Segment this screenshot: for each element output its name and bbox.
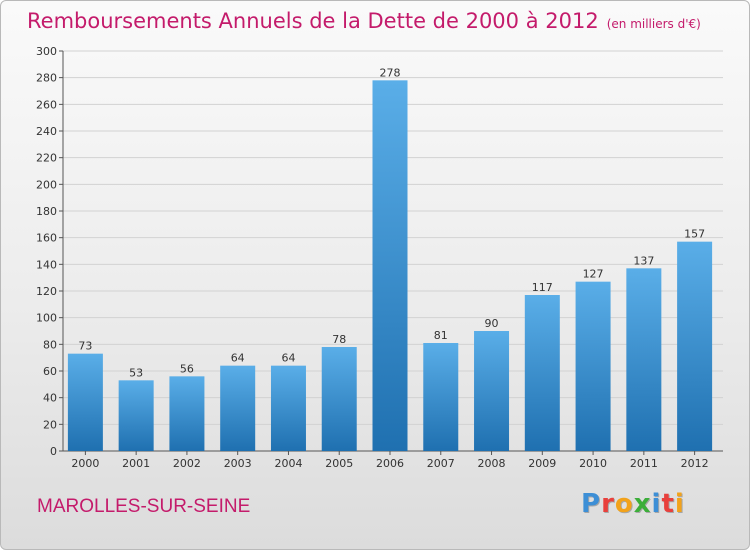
bar bbox=[575, 281, 611, 451]
y-tick-label: 160 bbox=[36, 232, 57, 245]
bar bbox=[169, 376, 205, 451]
bar bbox=[321, 347, 357, 451]
unit-note: (en milliers d'€) bbox=[606, 17, 701, 31]
data-label: 157 bbox=[684, 228, 705, 241]
x-tick-label: 2007 bbox=[427, 457, 455, 470]
data-label: 117 bbox=[532, 281, 553, 294]
data-label: 78 bbox=[332, 333, 346, 346]
x-tick-label: 2008 bbox=[478, 457, 506, 470]
x-tick-label: 2000 bbox=[71, 457, 99, 470]
chart-title: Remboursements Annuels de la Dette de 20… bbox=[27, 9, 701, 33]
data-label: 137 bbox=[633, 254, 654, 267]
bar bbox=[220, 365, 256, 451]
logo-letter: x bbox=[633, 489, 652, 519]
x-tick-label: 2006 bbox=[376, 457, 404, 470]
y-tick-label: 240 bbox=[36, 125, 57, 138]
x-tick-label: 2011 bbox=[630, 457, 658, 470]
y-tick-label: 100 bbox=[36, 312, 57, 325]
y-tick-label: 0 bbox=[50, 445, 57, 458]
x-tick-label: 2012 bbox=[681, 457, 709, 470]
logo-letter: o bbox=[614, 489, 634, 519]
y-tick-label: 80 bbox=[43, 338, 57, 351]
x-tick-label: 2009 bbox=[528, 457, 556, 470]
x-tick-label: 2004 bbox=[274, 457, 302, 470]
y-tick-label: 120 bbox=[36, 285, 57, 298]
logo-letter: r bbox=[601, 489, 615, 519]
proxiti-logo: Proxiti bbox=[581, 489, 685, 519]
commune-name: MAROLLES-SUR-SEINE bbox=[37, 496, 251, 517]
logo-letter: t bbox=[661, 489, 675, 519]
y-tick-label: 60 bbox=[43, 365, 57, 378]
y-tick-label: 140 bbox=[36, 258, 57, 271]
title-text: Remboursements Annuels de la Dette de 20… bbox=[27, 9, 599, 33]
data-label: 73 bbox=[78, 340, 92, 353]
bar bbox=[524, 295, 560, 451]
data-label: 278 bbox=[380, 66, 401, 79]
bar bbox=[474, 331, 510, 451]
axes: 0 20 40 60 80 100 120 140 160 180 200 220 240 260 280 3… bbox=[36, 45, 723, 470]
data-label: 90 bbox=[485, 317, 499, 330]
y-tick-label: 260 bbox=[36, 98, 57, 111]
bar bbox=[67, 353, 103, 451]
bar bbox=[626, 268, 662, 451]
y-tick-label: 280 bbox=[36, 72, 57, 85]
data-label: 64 bbox=[281, 352, 295, 365]
y-tick-label: 300 bbox=[36, 45, 57, 58]
y-tick-label: 220 bbox=[36, 152, 57, 165]
x-tick-label: 2001 bbox=[122, 457, 150, 470]
data-label: 53 bbox=[129, 366, 143, 379]
data-label: 56 bbox=[180, 362, 194, 375]
logo-letter: i bbox=[674, 489, 685, 519]
x-tick-label: 2003 bbox=[224, 457, 252, 470]
data-label: 64 bbox=[231, 352, 245, 365]
y-tick-label: 180 bbox=[36, 205, 57, 218]
y-tick-label: 20 bbox=[43, 418, 57, 431]
data-labels: 73 53 56 64 64 78 278 81 90 117 127 137 157 bbox=[78, 66, 705, 379]
y-tick-label: 200 bbox=[36, 178, 57, 191]
x-tick-label: 2002 bbox=[173, 457, 201, 470]
x-tick-label: 2010 bbox=[579, 457, 607, 470]
bar bbox=[270, 365, 306, 451]
data-label: 127 bbox=[583, 268, 604, 281]
logo-letter: i bbox=[651, 489, 662, 519]
bar bbox=[677, 241, 713, 451]
bar bbox=[372, 80, 408, 451]
bars bbox=[67, 80, 713, 451]
data-label: 81 bbox=[434, 329, 448, 342]
x-tick-label: 2005 bbox=[325, 457, 353, 470]
y-tick-label: 40 bbox=[43, 392, 57, 405]
bar bbox=[118, 380, 154, 451]
logo-letter: P bbox=[581, 489, 602, 519]
bar bbox=[423, 343, 459, 451]
